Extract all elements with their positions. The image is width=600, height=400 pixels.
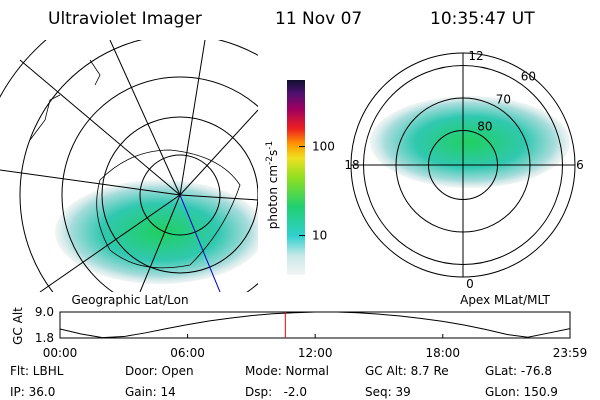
x-tick-label: 23:59 (553, 346, 588, 360)
map-title: Geographic Lat/Lon (71, 293, 188, 307)
colorbar-label: photon cm-2s-1 (265, 141, 280, 230)
lat-label: 80 (477, 120, 492, 134)
mlt-label: 12 (468, 49, 483, 63)
mlt-label: 6 (576, 158, 584, 172)
lat-label: 60 (521, 69, 536, 83)
polar-map: 12 18 6 0 (344, 49, 583, 291)
x-tick-label: 06:00 (170, 346, 205, 360)
time: 10:35:47 UT (430, 9, 535, 29)
info-field: GLat: -76.8 (485, 364, 552, 378)
colorbar (287, 80, 305, 275)
info-field: GC Alt: 8.7 Re (365, 364, 449, 378)
x-tick-label: 12:00 (298, 346, 333, 360)
lat-ring (395, 97, 531, 233)
altitude-line (59, 311, 571, 339)
colorbar-tick-label: 10 (312, 229, 327, 243)
label-part: -2 (265, 156, 275, 165)
map-title: Apex MLat/MLT (460, 293, 550, 307)
colorbar-tick-label: 100 (312, 140, 335, 154)
info-field: Dsp: -2.0 (245, 385, 307, 399)
info-field: Door: Open (125, 364, 194, 378)
lat-label: 70 (496, 92, 511, 106)
title: Ultraviolet Imager (48, 9, 202, 29)
date: 11 Nov 07 (275, 9, 362, 29)
info-field: IP: 36.0 (10, 385, 55, 399)
info-field: Gain: 14 (125, 385, 176, 399)
geo-map (0, 40, 258, 292)
label-part: s (266, 150, 280, 156)
y-axis-label: GC Alt (11, 307, 25, 345)
label-part: -1 (265, 141, 275, 150)
x-tick-label: 00:00 (43, 346, 78, 360)
lat-ring (428, 130, 498, 200)
info-field: Seq: 39 (365, 385, 411, 399)
aurora (55, 180, 258, 284)
x-tick-label: 18:00 (425, 346, 460, 360)
y-tick-label: 1.8 (35, 331, 54, 345)
info-field: Flt: LBHL (10, 364, 64, 378)
y-tick-label: 9.0 (35, 305, 54, 319)
lat-ring (363, 65, 563, 265)
mlt-label: 0 (466, 277, 474, 291)
info-field: Mode: Normal (245, 364, 329, 378)
info-field: GLon: 150.9 (485, 385, 558, 399)
mlt-label: 18 (344, 158, 359, 172)
label-part: photon cm (266, 165, 280, 229)
geo-grid (0, 40, 258, 292)
